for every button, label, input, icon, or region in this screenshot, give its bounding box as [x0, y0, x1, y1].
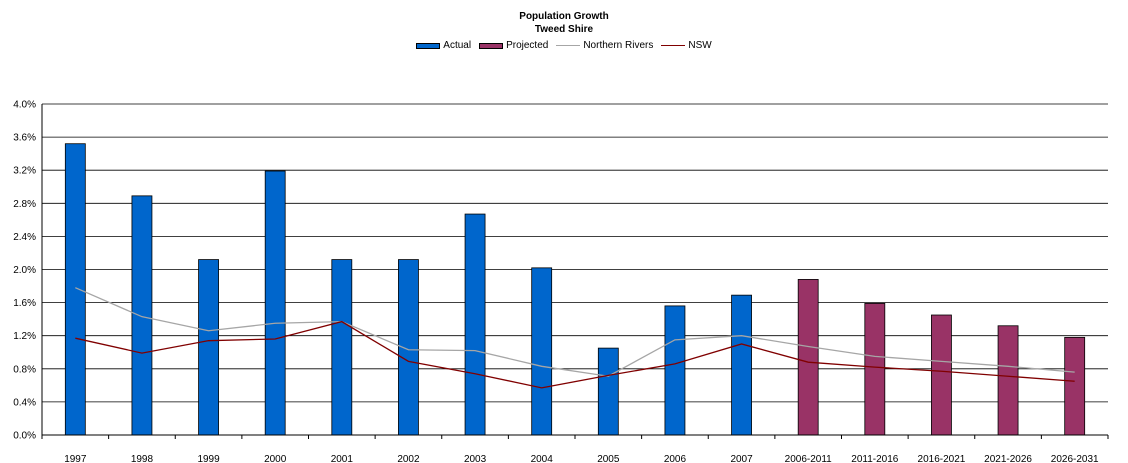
- bar-actual: [464, 213, 486, 436]
- legend-item-projected: Projected: [479, 40, 548, 51]
- y-tick-label: 3.2%: [13, 166, 36, 177]
- legend-item-actual: Actual: [416, 40, 471, 51]
- x-tick-label: 2011-2016: [851, 454, 899, 463]
- y-tick-label: 3.6%: [13, 133, 36, 144]
- bar-actual: [131, 195, 153, 436]
- bar-actual: [731, 294, 752, 436]
- legend-swatch-projected: [479, 42, 504, 49]
- line-nsw: [75, 320, 1075, 389]
- y-tick-label: 0.8%: [13, 364, 36, 375]
- y-tick-label: 0.0%: [13, 431, 36, 442]
- x-tick-label: 1998: [131, 454, 154, 463]
- y-tick-label: 1.2%: [13, 331, 36, 342]
- legend-swatch-nsw: [661, 45, 686, 46]
- x-tick-label: 2006-2011: [785, 454, 833, 463]
- x-tick-label: 2004: [531, 454, 554, 463]
- x-tick-label: 2006: [664, 454, 687, 463]
- chart-title-line-1: Population Growth: [519, 11, 609, 22]
- bar-actual: [331, 259, 353, 436]
- bar-actual: [264, 170, 286, 436]
- x-tick-label: 1999: [197, 454, 220, 463]
- legend-item-nsw: NSW: [661, 40, 712, 51]
- bar-projected: [797, 279, 819, 436]
- bar-projected: [997, 325, 1019, 436]
- chart-title: Population Growth Tweed Shire: [0, 10, 1128, 36]
- x-tick-label: 2016-2021: [918, 454, 966, 463]
- x-tick-label: 1997: [64, 454, 87, 463]
- legend-label-nsw: NSW: [688, 40, 712, 51]
- bar-actual: [597, 347, 619, 436]
- bar-projected: [931, 314, 952, 436]
- y-tick-label: 0.4%: [13, 397, 36, 408]
- legend-label-actual: Actual: [443, 40, 472, 51]
- x-tick-label: 2000: [264, 454, 287, 463]
- bar-actual: [531, 267, 553, 436]
- y-tick-label: 1.6%: [13, 298, 36, 309]
- legend-label-projected: Projected: [506, 40, 549, 51]
- x-tick-label: 2001: [331, 454, 354, 463]
- y-tick-label: 2.0%: [13, 265, 36, 276]
- x-tick-label: 2026-2031: [1051, 454, 1099, 463]
- legend-swatch-actual: [416, 42, 441, 49]
- legend: Actual Projected Northern Rivers NSW: [0, 40, 1128, 51]
- legend-swatch-northern-rivers: [556, 45, 581, 46]
- y-tick-label: 4.0%: [13, 100, 36, 111]
- y-tick-label: 2.4%: [13, 232, 36, 243]
- x-tick-label: 2002: [397, 454, 420, 463]
- chart-title-line-2: Tweed Shire: [534, 24, 594, 35]
- y-tick-label: 2.8%: [13, 199, 36, 210]
- x-tick-label: 2005: [597, 454, 620, 463]
- bar-actual: [664, 305, 686, 436]
- bar-projected: [864, 303, 886, 436]
- legend-label-northern-rivers: Northern Rivers: [583, 40, 654, 51]
- x-tick-label: 2021-2026: [984, 454, 1032, 463]
- line-northern-rivers: [75, 287, 1075, 377]
- x-tick-label: 2003: [464, 454, 487, 463]
- x-tick-label: 2007: [730, 454, 753, 463]
- legend-item-northern-rivers: Northern Rivers: [556, 40, 653, 51]
- bar-projected: [1064, 336, 1086, 436]
- bar-actual: [198, 259, 219, 436]
- bar-actual: [64, 143, 86, 436]
